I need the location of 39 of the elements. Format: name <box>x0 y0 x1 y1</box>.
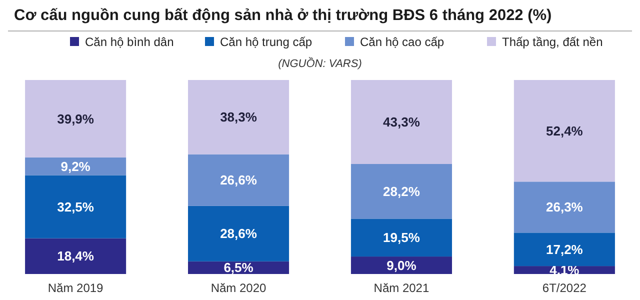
data-label: 18,4% <box>57 248 94 264</box>
bar <box>25 157 126 176</box>
bar <box>188 154 290 206</box>
data-label: 17,2% <box>546 242 584 257</box>
text: (NGUỒN: VARS) <box>278 57 362 70</box>
legend-label: Căn hộ cao cấp <box>360 35 444 49</box>
bar <box>350 218 452 257</box>
x-tick-label: 6T/2022 <box>542 281 587 295</box>
legend-label: Căn hộ trung cấp <box>220 35 312 49</box>
data-label: 19,5% <box>383 230 420 246</box>
data-label: 26,6% <box>220 172 258 188</box>
data-label: 38,3% <box>220 110 258 125</box>
bar <box>514 232 615 266</box>
legend-label: Thấp tầng, đất nền <box>502 35 603 49</box>
bar <box>188 206 290 262</box>
data-label: 9,2% <box>60 158 91 174</box>
data-label: 52,4% <box>546 123 584 138</box>
data-label: 32,5% <box>57 199 94 214</box>
bar <box>25 80 126 158</box>
chart-title: Cơ cấu nguồn cung bất động sản nhà ở thị trường BĐS 6 tháng 2022 (%) <box>14 7 552 24</box>
bar <box>188 80 290 154</box>
bar <box>25 238 126 274</box>
data-label: 39,9% <box>57 111 94 126</box>
data-label: 9,0% <box>386 258 417 273</box>
bar <box>514 182 615 233</box>
bar <box>350 80 452 164</box>
legend-label: Căn hộ bình dân <box>85 35 174 49</box>
data-label: 43,3% <box>383 114 420 130</box>
data-label: 26,3% <box>546 200 584 215</box>
x-tick-label: Năm 2020 <box>210 281 267 295</box>
bar <box>25 175 126 238</box>
data-label: 28,6% <box>220 226 258 242</box>
bar <box>514 80 615 182</box>
x-tick-label: Năm 2019 <box>48 281 104 295</box>
data-label: 28,2% <box>383 184 420 199</box>
bar <box>350 256 452 274</box>
bar <box>350 164 452 219</box>
x-tick-label: Năm 2021 <box>374 281 430 295</box>
data-label: 6,5% <box>224 260 254 276</box>
